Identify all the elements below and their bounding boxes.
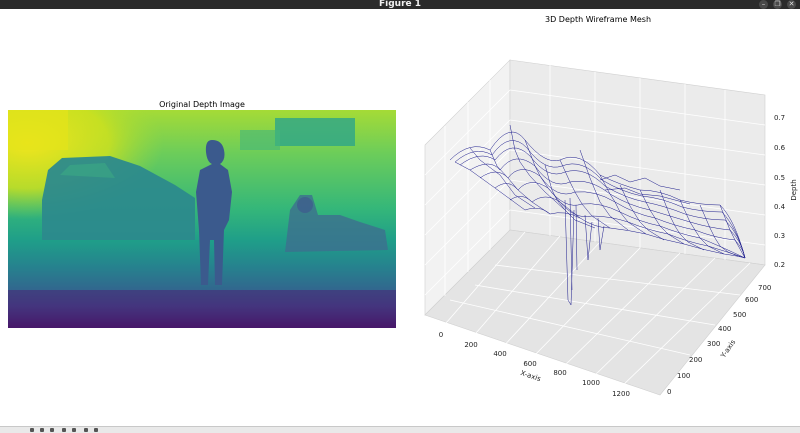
figure-canvas: Original Depth Image 3D Depth Wireframe …: [0, 9, 800, 426]
y-tick: 400: [718, 325, 731, 333]
y-tick: 0: [667, 388, 671, 396]
minimize-icon[interactable]: –: [759, 0, 768, 9]
x-tick: 1200: [612, 390, 630, 398]
navigation-toolbar: [0, 426, 800, 433]
z-tick: 0.6: [774, 144, 786, 152]
y-tick: 500: [733, 311, 746, 319]
z-axis-label: Depth: [790, 179, 798, 200]
z-tick: 0.2: [774, 261, 785, 269]
window-title: Figure 1: [378, 0, 422, 9]
x-tick: 200: [464, 341, 477, 349]
z-tick: 0.3: [774, 232, 785, 240]
z-tick: 0.7: [774, 114, 785, 122]
y-tick: 200: [689, 356, 702, 364]
x-tick: 600: [523, 360, 536, 368]
axes-3d: 0 200 400 600 800 1000 1200 X-axis 0 100…: [424, 59, 798, 398]
home-icon[interactable]: [30, 428, 34, 432]
wireframe-mesh: [449, 124, 746, 306]
depth-image: [8, 110, 396, 328]
back-icon[interactable]: [40, 428, 44, 432]
figure-svg: Original Depth Image 3D Depth Wireframe …: [8, 15, 798, 398]
window-titlebar: Figure 1 – ❐ ✕: [0, 0, 800, 9]
y-tick: 300: [707, 340, 720, 348]
x-tick: 1000: [582, 379, 600, 387]
left-plot-title: Original Depth Image: [159, 100, 245, 109]
zoom-icon[interactable]: [72, 428, 76, 432]
right-plot-title: 3D Depth Wireframe Mesh: [545, 15, 651, 24]
x-tick: 800: [553, 369, 566, 377]
z-tick: 0.5: [774, 174, 785, 182]
close-icon[interactable]: ✕: [787, 0, 796, 9]
x-tick: 400: [493, 350, 506, 358]
x-tick: 0: [439, 331, 443, 339]
y-axis-label: Y-axis: [719, 338, 738, 360]
configure-icon[interactable]: [84, 428, 88, 432]
y-tick: 100: [677, 372, 690, 380]
y-tick: 600: [745, 296, 758, 304]
x-axis-label: X-axis: [519, 369, 542, 383]
y-tick: 700: [758, 284, 771, 292]
forward-icon[interactable]: [50, 428, 54, 432]
z-tick: 0.4: [774, 203, 786, 211]
save-icon[interactable]: [94, 428, 98, 432]
pan-icon[interactable]: [62, 428, 66, 432]
restore-icon[interactable]: ❐: [773, 0, 782, 9]
